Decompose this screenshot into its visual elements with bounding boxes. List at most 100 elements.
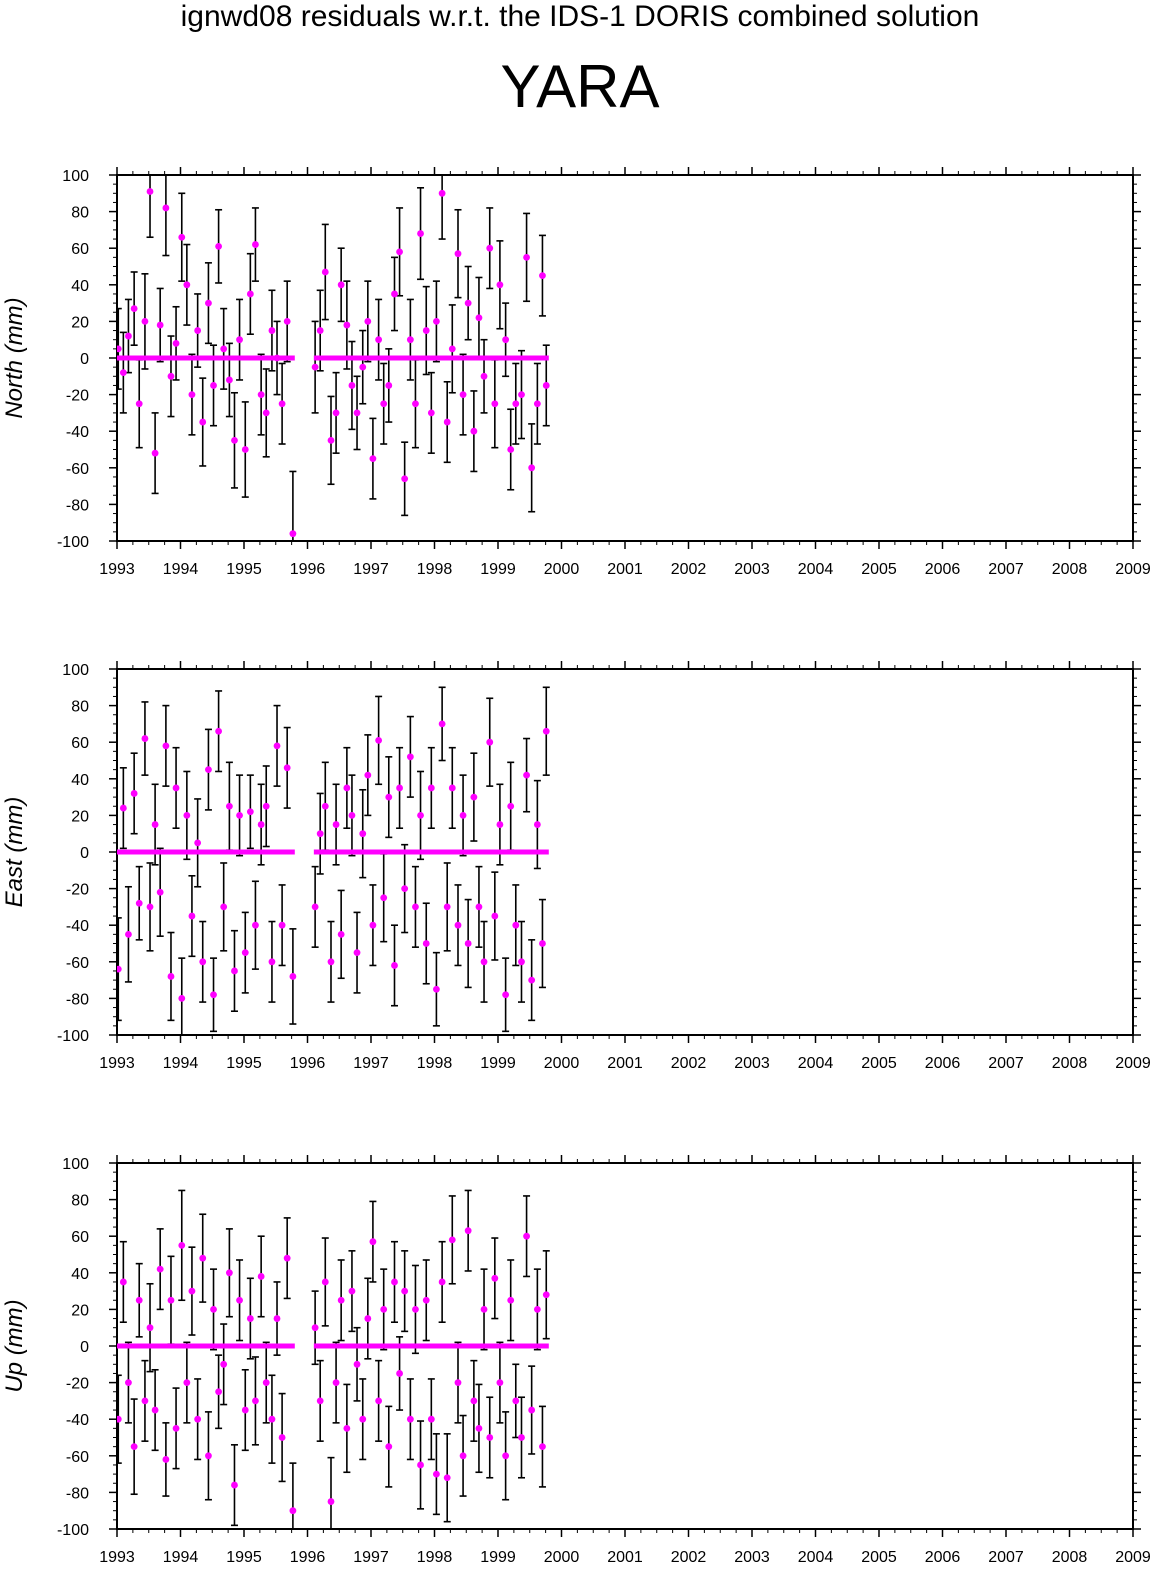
east-data-point [327, 958, 335, 966]
north-data-point [412, 400, 419, 408]
north-data-point [353, 409, 361, 417]
east-data-point [117, 965, 122, 973]
east-x-tick-label: 2008 [1052, 1055, 1088, 1072]
up-y-tick-label: 60 [71, 1229, 89, 1246]
east-data-point [375, 736, 383, 744]
up-data-point [146, 1324, 154, 1332]
east-data-point [454, 921, 462, 929]
up-y-tick-label: 80 [71, 1193, 89, 1210]
north-data-point [427, 409, 435, 417]
up-data-point [380, 1306, 388, 1313]
north-data-point [220, 345, 228, 353]
north-x-tick-label: 2003 [734, 561, 770, 578]
north-data-point [523, 253, 530, 261]
up-data-point [156, 1265, 164, 1273]
up-data-point [496, 1379, 504, 1386]
north-data-point [401, 475, 409, 483]
east-data-point [427, 784, 435, 792]
north-y-tick-label: 100 [62, 168, 89, 185]
up-data-point [225, 1269, 233, 1277]
north-data-point [391, 290, 398, 298]
up-data-point [210, 1306, 217, 1313]
east-data-point [422, 940, 430, 947]
up-data-point [486, 1434, 494, 1441]
north-data-point [273, 354, 281, 362]
up-data-point [135, 1296, 143, 1304]
page-title: ignwd08 residuals w.r.t. the IDS-1 DORIS… [180, 0, 980, 33]
up-data-point [375, 1397, 383, 1405]
up-x-tick-label: 2000 [544, 1549, 580, 1566]
east-data-point [252, 921, 259, 929]
east-x-tick-label: 2000 [544, 1055, 580, 1072]
up-x-tick-label: 1999 [480, 1549, 516, 1566]
east-data-point [210, 991, 217, 999]
east-x-tick-label: 1995 [226, 1055, 262, 1072]
east-y-tick-label: 100 [62, 662, 89, 679]
up-data-point [141, 1397, 149, 1405]
north-data-point [117, 345, 122, 353]
north-data-point [278, 400, 286, 408]
north-x-tick-label: 2006 [925, 561, 961, 578]
up-y-axis-label: Up (mm) [1, 1299, 28, 1392]
east-data-point [491, 912, 499, 920]
up-data-point [162, 1456, 170, 1463]
east-data-point [391, 962, 398, 969]
east-data-point [215, 727, 223, 735]
east-y-tick-label: -80 [66, 991, 89, 1008]
east-data-point [268, 958, 276, 966]
east-data-point [348, 812, 356, 819]
up-data-point [125, 1379, 132, 1386]
north-data-point [380, 400, 388, 408]
east-y-tick-label: 80 [71, 699, 89, 716]
east-data-point [528, 976, 536, 984]
north-data-point [241, 446, 249, 453]
up-data-point [273, 1315, 281, 1322]
up-x-tick-label: 1996 [290, 1549, 326, 1566]
north-x-tick-label: 1994 [163, 561, 199, 578]
east-data-point [321, 802, 329, 810]
east-data-point [199, 958, 207, 966]
up-data-point [507, 1296, 515, 1304]
north-data-point [337, 281, 345, 289]
up-data-point [528, 1406, 536, 1414]
north-panel: 1993 1994 1995 1996 1997 1998 1999 2000 2001 2002… [1, 167, 1151, 578]
up-x-tick-label: 1998 [417, 1549, 453, 1566]
north-data-point [396, 248, 403, 256]
north-data-point [464, 299, 472, 307]
up-data-point [353, 1360, 361, 1368]
east-data-point [316, 830, 324, 838]
east-y-tick-label: -60 [66, 955, 89, 972]
east-data-point [172, 784, 180, 792]
up-data-point [464, 1227, 472, 1235]
north-data-point [311, 363, 319, 371]
north-data-point [359, 363, 367, 371]
north-data-point [225, 376, 233, 384]
up-data-point [257, 1273, 265, 1280]
north-data-point [172, 339, 180, 347]
up-data-point [433, 1470, 440, 1478]
north-data-point [199, 418, 207, 426]
up-data-point [523, 1232, 530, 1240]
east-data-point [332, 821, 340, 828]
east-x-tick-label: 1997 [353, 1055, 389, 1072]
east-data-layer [117, 686, 550, 1035]
east-data-point [380, 894, 388, 902]
up-data-point [518, 1434, 525, 1441]
north-y-tick-label: 40 [71, 278, 89, 295]
east-data-point [470, 793, 478, 801]
east-data-point [417, 812, 424, 819]
up-y-tick-label: -60 [66, 1449, 89, 1466]
north-data-point [459, 391, 467, 398]
up-x-tick-label: 2003 [734, 1549, 770, 1566]
north-y-axis-label: North (mm) [1, 297, 28, 418]
east-x-tick-label: 1994 [163, 1055, 199, 1072]
up-data-point [262, 1379, 270, 1386]
north-data-point [422, 327, 430, 334]
east-data-point [273, 742, 281, 750]
up-data-point [289, 1507, 297, 1515]
east-x-tick-label: 1998 [417, 1055, 453, 1072]
east-data-point [353, 949, 361, 957]
up-data-point [178, 1241, 186, 1249]
up-data-point [246, 1315, 254, 1322]
north-y-tick-label: -100 [57, 534, 89, 551]
